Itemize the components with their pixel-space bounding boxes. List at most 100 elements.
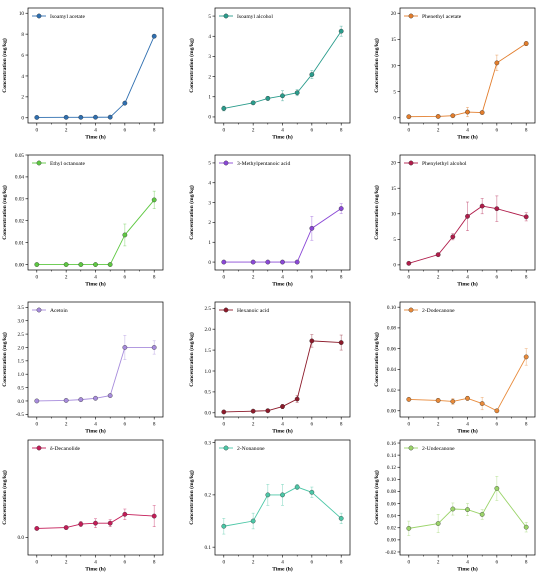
data-point bbox=[294, 484, 300, 490]
y-tick-label: 0.0 bbox=[18, 399, 25, 405]
data-point bbox=[450, 113, 456, 119]
y-axis-label: Concentration (mg/kg) bbox=[188, 332, 195, 387]
x-axis-label: Time (h) bbox=[85, 566, 106, 573]
x-tick-label: 2 bbox=[437, 422, 440, 428]
legend-marker bbox=[408, 160, 414, 166]
data-point bbox=[450, 506, 456, 512]
data-point bbox=[338, 28, 344, 34]
data-point bbox=[250, 518, 256, 524]
legend-marker bbox=[36, 445, 42, 451]
legend-marker bbox=[223, 160, 229, 166]
data-point bbox=[151, 197, 157, 203]
legend-marker bbox=[408, 13, 414, 19]
y-tick-label: 8 bbox=[21, 32, 24, 38]
y-tick-label: 1 bbox=[208, 240, 211, 246]
y-tick-label: 3 bbox=[208, 54, 211, 60]
y-tick-label: 0.3 bbox=[205, 440, 212, 446]
data-point bbox=[465, 109, 470, 115]
data-point bbox=[406, 397, 412, 402]
data-point bbox=[63, 398, 69, 403]
plot-frame bbox=[399, 7, 536, 124]
x-tick-label: 6 bbox=[124, 422, 127, 428]
legend-marker bbox=[408, 307, 414, 313]
y-tick-label: 0.02 bbox=[387, 388, 396, 394]
data-point bbox=[523, 354, 529, 360]
chart-panel-3: 0 2 4 6 8 0 5 10 15 20 Time (h) Concentration (mg/k… bbox=[373, 7, 536, 141]
x-tick-label: 8 bbox=[525, 560, 528, 566]
y-tick-label: 6 bbox=[21, 53, 24, 59]
x-axis-label: Time (h) bbox=[85, 134, 106, 141]
x-tick-label: 6 bbox=[311, 128, 314, 134]
plot-frame bbox=[214, 154, 351, 271]
legend-label: Hexanoic acid bbox=[237, 308, 269, 314]
data-point bbox=[34, 262, 40, 267]
y-axis-label: Concentration (mg/kg) bbox=[1, 38, 8, 93]
x-axis-label: Time (h) bbox=[272, 566, 293, 573]
x-tick-label: 6 bbox=[496, 128, 499, 134]
y-tick-label: 0 bbox=[393, 116, 396, 122]
data-point bbox=[265, 492, 271, 498]
chart-panel-5: 0 2 4 6 8 0 1 2 3 4 5 Time (h) Concentration (mg/kg)… bbox=[188, 154, 351, 288]
x-tick-label: 4 bbox=[281, 560, 284, 566]
x-tick-label: 4 bbox=[94, 422, 97, 428]
x-tick-label: 0 bbox=[36, 275, 39, 281]
y-tick-label: 2 bbox=[21, 95, 24, 101]
x-axis-label: Time (h) bbox=[85, 428, 106, 435]
x-tick-label: 8 bbox=[525, 275, 528, 281]
data-point bbox=[107, 262, 113, 267]
x-tick-label: 0 bbox=[223, 560, 226, 566]
data-point bbox=[435, 398, 441, 403]
y-tick-label: 10 bbox=[391, 212, 397, 218]
x-tick-label: 0 bbox=[36, 422, 39, 428]
y-tick-label: 15 bbox=[391, 186, 397, 192]
series-line bbox=[223, 340, 342, 413]
y-tick-label: 0.08 bbox=[387, 326, 396, 332]
data-point bbox=[523, 41, 529, 46]
data-point bbox=[294, 396, 300, 402]
legend-marker bbox=[223, 13, 229, 19]
x-axis-label: Time (h) bbox=[272, 428, 293, 435]
y-axis-label: Concentration (mg/kg) bbox=[188, 38, 195, 93]
legend-label: 2-Nonanone bbox=[237, 446, 265, 452]
x-tick-label: 0 bbox=[408, 560, 411, 566]
data-point bbox=[309, 72, 315, 77]
data-point bbox=[494, 206, 500, 212]
x-tick-label: 0 bbox=[408, 128, 411, 134]
data-point bbox=[122, 345, 128, 350]
x-tick-label: 6 bbox=[311, 560, 314, 566]
y-tick-label: 20 bbox=[391, 11, 397, 17]
data-point bbox=[465, 507, 470, 512]
x-tick-label: 2 bbox=[65, 422, 68, 428]
y-tick-label: 1 bbox=[208, 95, 211, 101]
legend-marker bbox=[223, 445, 229, 451]
data-point bbox=[265, 408, 271, 414]
series-line bbox=[36, 199, 155, 265]
data-point bbox=[122, 232, 128, 238]
y-tick-label: 5 bbox=[393, 237, 396, 243]
y-tick-label: 2.0 bbox=[205, 327, 212, 333]
x-tick-label: 4 bbox=[281, 128, 284, 134]
data-point bbox=[465, 395, 470, 401]
x-tick-label: 0 bbox=[223, 422, 226, 428]
x-tick-label: 8 bbox=[340, 422, 343, 428]
y-tick-label: 2 bbox=[208, 220, 211, 226]
x-axis-label: Time (h) bbox=[457, 566, 478, 573]
data-point bbox=[494, 486, 500, 491]
x-tick-label: 2 bbox=[252, 128, 255, 134]
y-tick-label: 0.00 bbox=[387, 538, 396, 544]
data-point bbox=[63, 525, 69, 530]
y-axis-label: Concentration (mg/kg) bbox=[1, 470, 8, 525]
plot-frame bbox=[399, 439, 536, 556]
y-tick-label: 0.5 bbox=[205, 390, 212, 396]
legend-label: 2-Dodecanone bbox=[422, 308, 455, 314]
x-tick-label: 6 bbox=[496, 422, 499, 428]
chart-panel-7: 0 2 4 6 8 -0.5 0.0 0.5 1.0 1.5 2.0 2.5 3.0 3.5 Time (h… bbox=[1, 301, 164, 435]
y-tick-label: 15 bbox=[391, 37, 397, 43]
x-tick-label: 0 bbox=[408, 422, 411, 428]
data-point bbox=[265, 96, 271, 101]
x-tick-label: 8 bbox=[340, 128, 343, 134]
data-point bbox=[479, 110, 485, 115]
x-tick-label: 4 bbox=[466, 128, 469, 134]
legend-label: δ-Decanolide bbox=[50, 446, 80, 452]
y-tick-label: 1.5 bbox=[205, 348, 212, 354]
